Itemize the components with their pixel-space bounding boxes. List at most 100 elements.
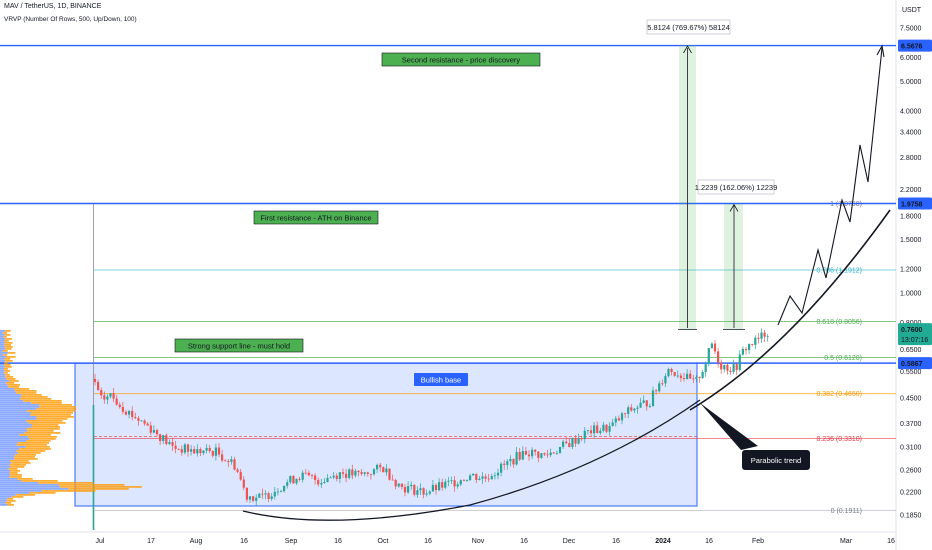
volume-bar-up (0, 394, 22, 396)
candle-body (571, 437, 574, 447)
candle-body (131, 410, 134, 418)
support-price-tag: 0.5867 (901, 361, 923, 368)
volume-bar-up (0, 452, 19, 454)
volume-bar-up (0, 460, 11, 462)
time-tick-label: Dec (563, 538, 576, 545)
volume-bar-up (0, 374, 6, 376)
volume-bar-down (27, 430, 54, 432)
candle-body (484, 476, 487, 479)
target-price-tag-bg (898, 39, 932, 52)
candle-body (552, 452, 555, 454)
volume-bar-down (39, 404, 72, 406)
volume-bar-up (0, 498, 8, 500)
candle-body (165, 435, 168, 444)
price-tick-label: 0.2200 (900, 490, 922, 497)
candle-body (459, 480, 462, 485)
volume-bar-down (2, 350, 8, 352)
volume-bar-up (0, 404, 40, 406)
candle-body (202, 450, 205, 454)
candle-body (363, 472, 366, 474)
candle-body (289, 475, 292, 483)
candle-body (397, 483, 400, 487)
candle-body (503, 463, 506, 465)
price-tick-label: 6.0000 (900, 55, 922, 62)
target-price-tag: 6.5676 (901, 44, 923, 51)
candle-body (642, 400, 645, 403)
candle-body (682, 378, 686, 380)
candle-body (239, 471, 242, 480)
volume-bar-up (0, 474, 11, 476)
candle-body (134, 417, 137, 419)
candle-body (469, 475, 472, 481)
volume-bar-down (38, 482, 94, 484)
volume-bar-down (6, 378, 16, 380)
candle-body (651, 390, 655, 407)
candle-body (611, 422, 614, 426)
volume-bar-up (0, 482, 39, 484)
candle-body (465, 480, 469, 482)
volume-bar-down (3, 336, 7, 338)
candle-body (264, 493, 267, 495)
volume-bar-down (10, 474, 22, 476)
price-tick-label: 3.4000 (900, 130, 922, 137)
indicator-legend[interactable]: VRVP (Number Of Rows, 500, Up/Down, 100) (4, 16, 137, 23)
candle-body (273, 491, 276, 497)
volume-bar-up (0, 502, 6, 504)
candle-body (667, 368, 670, 377)
candle-body (267, 493, 270, 499)
candle-body (214, 447, 217, 456)
candle-body (391, 479, 394, 481)
volume-bar-down (30, 414, 71, 416)
candle-body (351, 469, 354, 476)
volume-bar-down (26, 420, 63, 422)
candle-body (310, 475, 314, 476)
volume-bar-down (18, 452, 41, 454)
fib-label: 0 (0.1911) (831, 508, 862, 515)
candle-body (748, 344, 751, 350)
time-tick-label: 16 (612, 538, 620, 545)
volume-bar-down (17, 478, 33, 480)
fib-label: 0.786 (1.1912) (816, 268, 862, 275)
volume-bar-down (11, 496, 24, 498)
candle-body (118, 404, 121, 407)
price-tick-label: 1.8000 (900, 213, 922, 220)
candle-body (242, 479, 245, 488)
time-tick-label: Feb (752, 538, 764, 545)
candle-body (434, 484, 438, 491)
candle-body (757, 337, 760, 339)
volume-bar-down (19, 448, 51, 450)
time-tick-label: 16 (424, 538, 432, 545)
volume-bar-down (32, 424, 59, 426)
candle-body (481, 476, 484, 479)
volume-bar-down (60, 486, 142, 488)
volume-bar-up (0, 388, 15, 390)
volume-bar-down (6, 356, 16, 358)
volume-bar-down (4, 362, 8, 364)
candle-body (763, 332, 766, 337)
candle-body (208, 447, 211, 452)
candle-body (450, 480, 453, 482)
candle-body (261, 493, 264, 495)
volume-bar-up (0, 494, 16, 496)
volume-bar-down (6, 500, 16, 502)
volume-bar-down (7, 504, 14, 506)
measure-label-big: 5.8124 (769.67%) 58124 (647, 23, 730, 32)
volume-bar-down (21, 480, 58, 482)
candle-body (710, 343, 713, 349)
candle-body (338, 472, 341, 479)
candle-body (760, 332, 763, 339)
candle-body (500, 463, 503, 473)
price-tick-label: 0.1850 (900, 512, 922, 519)
measure-arrowhead-big (683, 45, 692, 54)
candle-body (252, 496, 255, 501)
volume-bar-down (9, 476, 22, 478)
volume-bar-up (0, 430, 28, 432)
volume-bar-down (5, 330, 11, 332)
candle-body (205, 447, 208, 451)
candle-body (186, 444, 190, 452)
candle-body (236, 469, 239, 472)
candle-body (221, 454, 224, 461)
volume-bar-up (0, 446, 26, 448)
candle-body (171, 442, 174, 446)
